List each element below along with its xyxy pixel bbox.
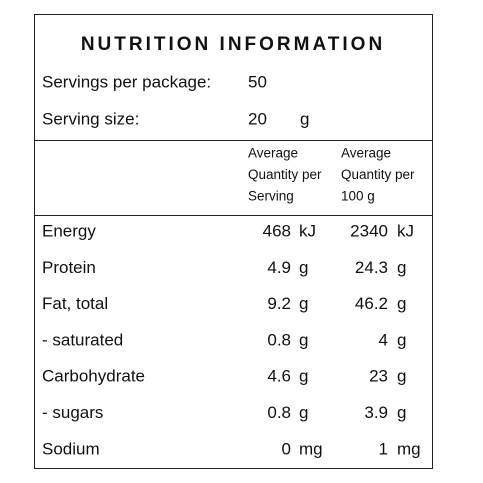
serving-size-value: 20	[248, 109, 267, 128]
serving-size-unit: g	[300, 109, 309, 128]
nutrient-name: - saturated	[42, 330, 123, 349]
per-serving-unit: g	[299, 294, 308, 313]
per-serving-value: 468	[263, 221, 291, 240]
per-serving-unit: g	[299, 403, 308, 422]
nutrient-name: Energy	[42, 221, 96, 240]
per-100g-value: 24.3	[355, 258, 388, 277]
per-100g-unit: g	[397, 294, 406, 313]
per-100g-value: 46.2	[355, 294, 388, 313]
nutrient-name: Carbohydrate	[42, 367, 145, 386]
per-serving-unit: kJ	[299, 221, 316, 240]
per-100g-value: 23	[369, 367, 388, 386]
per-100g-unit: g	[397, 403, 406, 422]
nutrient-name: Fat, total	[42, 294, 108, 313]
per-serving-value: 4.6	[267, 367, 291, 386]
column-header: Quantity per	[341, 167, 415, 182]
per-100g-value: 1	[379, 439, 388, 458]
title: NUTRITION INFORMATION	[81, 34, 385, 55]
per-serving-value: 0	[282, 439, 291, 458]
per-100g-value: 4	[379, 330, 388, 349]
nutrient-name: Sodium	[42, 439, 100, 458]
per-serving-value: 4.9	[267, 258, 291, 277]
column-header: Serving	[248, 189, 294, 204]
per-serving-unit: g	[299, 258, 308, 277]
per-100g-value: 3.9	[364, 403, 388, 422]
per-100g-value: 2340	[350, 221, 388, 240]
column-header: Average	[341, 146, 391, 161]
per-serving-unit: g	[299, 367, 308, 386]
column-header: 100 g	[341, 189, 375, 204]
column-header: Quantity per	[248, 167, 322, 182]
per-100g-unit: g	[397, 330, 406, 349]
servings-label: Servings per package:	[42, 72, 211, 91]
panel-border	[34, 14, 433, 469]
column-header: Average	[248, 146, 298, 161]
servings-value: 50	[248, 72, 267, 91]
per-100g-unit: g	[397, 367, 406, 386]
serving-size-label: Serving size:	[42, 109, 139, 128]
per-serving-unit: mg	[299, 439, 323, 458]
per-serving-value: 0.8	[267, 403, 291, 422]
per-100g-unit: kJ	[397, 221, 414, 240]
nutrient-name: - sugars	[42, 403, 103, 422]
nutrient-name: Protein	[42, 258, 96, 277]
per-serving-unit: g	[299, 330, 308, 349]
per-serving-value: 9.2	[267, 294, 291, 313]
per-serving-value: 0.8	[267, 330, 291, 349]
per-100g-unit: g	[397, 258, 406, 277]
per-100g-unit: mg	[397, 439, 421, 458]
